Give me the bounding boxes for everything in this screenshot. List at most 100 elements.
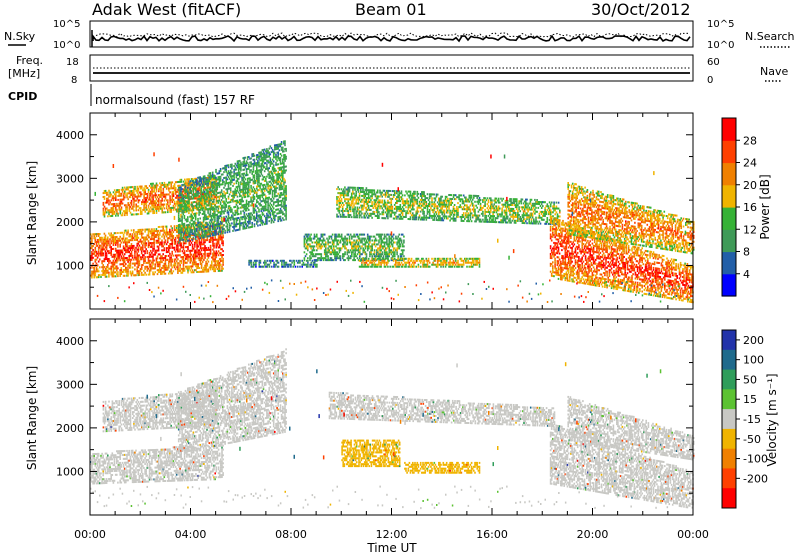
heatmap-cell	[149, 208, 151, 210]
heatmap-cell	[110, 252, 112, 254]
heatmap-cell	[246, 186, 248, 188]
heatmap-cell	[223, 191, 225, 193]
heatmap-cell	[169, 245, 171, 247]
heatmap-cell	[152, 271, 154, 273]
heatmap-cell	[153, 244, 155, 246]
heatmap-cell	[201, 202, 203, 204]
heatmap-cell	[198, 182, 200, 184]
heatmap-cell	[169, 237, 171, 239]
heatmap-cell	[124, 259, 126, 261]
cpid-label: CPID	[8, 90, 37, 103]
heatmap-cell	[150, 270, 152, 272]
heatmap-cell	[93, 253, 95, 255]
heatmap-cell	[190, 240, 192, 242]
heatmap-cell	[185, 181, 187, 183]
heatmap-cell	[130, 263, 132, 265]
heatmap-cell	[189, 206, 191, 208]
heatmap-cell	[169, 191, 171, 193]
heatmap-cell	[151, 252, 153, 254]
heatmap-cell	[270, 193, 272, 195]
heatmap-cell	[166, 226, 168, 228]
heatmap-cell	[148, 205, 150, 207]
heatmap-cell	[259, 197, 261, 199]
heatmap-cell	[165, 198, 167, 200]
heatmap-cell	[285, 199, 287, 201]
heatmap-cell	[191, 260, 193, 262]
heatmap-cell	[99, 274, 101, 276]
heatmap-cell	[195, 257, 197, 259]
heatmap-cell	[130, 267, 132, 269]
heatmap-cell	[188, 196, 190, 198]
heatmap-cell	[239, 229, 241, 231]
heatmap-cell	[147, 197, 149, 199]
heatmap-cell	[152, 262, 154, 264]
heatmap-cell	[248, 185, 250, 187]
heatmap-cell	[277, 171, 279, 173]
heatmap-cell	[308, 234, 310, 236]
heatmap-cell	[185, 240, 187, 242]
heatmap-cell	[327, 255, 329, 257]
heatmap-cell	[264, 170, 266, 172]
heatmap-cell	[174, 247, 176, 249]
heatmap-cell	[354, 243, 356, 245]
heatmap-cell	[132, 186, 134, 188]
heatmap-cell	[206, 226, 208, 228]
heatmap-cell	[180, 208, 182, 210]
heatmap-cell	[221, 209, 223, 211]
heatmap-cell	[126, 245, 128, 247]
heatmap-cell	[120, 205, 122, 207]
heatmap-cell	[171, 253, 173, 255]
heatmap-cell	[201, 241, 203, 243]
heatmap-cell	[183, 239, 185, 241]
heatmap-cell	[203, 271, 205, 273]
heatmap-cell	[102, 254, 104, 256]
heatmap-cell	[187, 270, 189, 272]
heatmap-cell	[156, 198, 158, 200]
heatmap-cell	[161, 261, 163, 263]
heatmap-cell	[156, 210, 158, 212]
heatmap-cell	[149, 197, 151, 199]
heatmap-cell	[207, 263, 209, 265]
heatmap-cell	[246, 164, 248, 166]
heatmap-cell	[266, 260, 268, 262]
heatmap-cell	[141, 211, 143, 213]
heatmap-cell	[140, 191, 142, 193]
heatmap-cell	[349, 238, 351, 240]
heatmap-cell	[284, 180, 286, 182]
heatmap-cell	[180, 235, 182, 237]
nsky-panel-frame	[90, 21, 693, 47]
heatmap-cell	[168, 265, 170, 267]
heatmap-cell	[104, 248, 106, 250]
heatmap-cell	[199, 212, 201, 214]
heatmap-cell	[280, 161, 282, 163]
heatmap-cell	[278, 262, 280, 264]
heatmap-cell	[222, 197, 224, 199]
heatmap-cell	[165, 239, 167, 241]
heatmap-cell	[147, 266, 149, 268]
heatmap-cell	[138, 188, 140, 190]
heatmap-cell	[126, 212, 128, 214]
heatmap-cell	[328, 249, 330, 251]
heatmap-cell	[188, 208, 190, 210]
heatmap-cell	[277, 208, 279, 210]
heatmap-cell	[285, 156, 287, 158]
heatmap-cell	[285, 187, 287, 189]
heatmap-cell	[116, 236, 118, 238]
heatmap-cell	[115, 195, 117, 197]
heatmap-cell	[126, 243, 128, 245]
heatmap-cell	[106, 254, 108, 256]
heatmap-cell	[138, 205, 140, 207]
heatmap-cell	[178, 214, 180, 216]
heatmap-cell	[214, 258, 216, 260]
heatmap-cell	[225, 216, 227, 218]
heatmap-cell	[166, 205, 168, 207]
heatmap-cell	[161, 210, 163, 212]
heatmap-cell	[198, 214, 200, 216]
heatmap-cell	[219, 217, 221, 219]
heatmap-cell	[230, 201, 232, 203]
heatmap-cell	[196, 242, 198, 244]
heatmap-cell	[101, 262, 103, 264]
heatmap-cell	[141, 193, 143, 195]
heatmap-cell	[311, 264, 313, 266]
heatmap-cell	[257, 221, 259, 223]
